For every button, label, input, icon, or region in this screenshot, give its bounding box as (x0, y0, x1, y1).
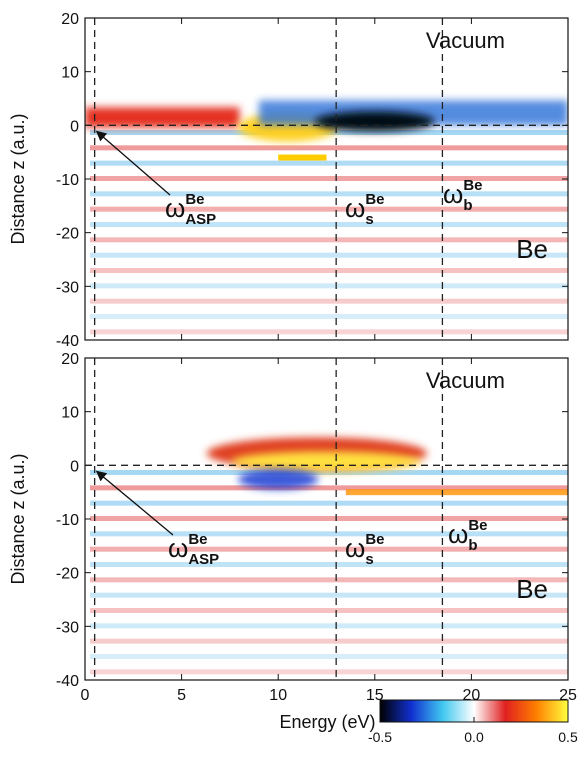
omega-symbol: ω (345, 533, 365, 563)
y-tick-label: -30 (56, 619, 79, 636)
stripe (90, 298, 568, 304)
stripe (90, 470, 568, 475)
colorbar-tick-label: 0.0 (464, 729, 484, 745)
y-tick-label: 10 (61, 65, 79, 82)
stripe (90, 176, 568, 181)
omega-label: ωBe s (345, 531, 385, 568)
y-tick-label: -20 (56, 566, 79, 583)
y-tick-label: -20 (56, 226, 79, 243)
colorbar-tick-label: 0.5 (558, 729, 578, 745)
omega-label: ωBe ASP (165, 191, 216, 228)
omega-sub: b (463, 197, 472, 214)
y-tick-label: -30 (56, 279, 79, 296)
stripe (90, 516, 568, 521)
stripe (90, 191, 568, 197)
stripe (90, 577, 568, 583)
plot-bg (85, 358, 568, 680)
x-axis-label: Energy (eV) (279, 712, 375, 732)
band (345, 489, 568, 496)
stripe (90, 669, 568, 675)
dip (314, 111, 435, 132)
stripe (90, 531, 568, 537)
x-tick-label: 15 (366, 687, 384, 704)
band (278, 154, 327, 161)
omega-sub: ASP (185, 211, 216, 228)
omega-label: ωBe s (345, 191, 385, 228)
stripe (90, 206, 568, 212)
stripe (90, 592, 568, 598)
x-tick-label: 0 (81, 687, 90, 704)
stripe (90, 222, 568, 227)
stripe (90, 237, 568, 243)
y-tick-label: -10 (56, 172, 79, 189)
stripe (90, 500, 568, 506)
annotation: Be (516, 574, 548, 604)
omega-symbol: ω (443, 179, 463, 209)
omega-sub: b (468, 537, 477, 554)
omega-label: ωBe b (443, 177, 483, 214)
stripe (90, 314, 568, 319)
omega-sub: s (365, 211, 373, 228)
y-tick-label: -40 (56, 333, 79, 350)
stripe (90, 283, 568, 289)
omega-symbol: ω (448, 519, 468, 549)
annotation: Vacuum (426, 28, 505, 53)
omega-sup: Be (463, 177, 482, 194)
arrow (95, 130, 171, 196)
y-tick-label: 20 (61, 11, 79, 28)
omega-sub: s (365, 551, 373, 568)
stripe (90, 252, 568, 258)
glow (85, 107, 240, 128)
omega-sup: Be (365, 531, 384, 548)
dip (238, 469, 319, 490)
x-tick-label: 5 (177, 687, 186, 704)
x-tick-label: 10 (269, 687, 287, 704)
omega-sup: Be (188, 531, 207, 548)
omega-symbol: ω (168, 533, 188, 563)
stripe (90, 160, 568, 166)
omega-sup: Be (365, 191, 384, 208)
arrow (95, 470, 174, 536)
stripe (90, 145, 568, 151)
y-axis-label: Distance z (a.u.) (8, 453, 28, 584)
y-tick-label: -40 (56, 673, 79, 690)
stripe (90, 485, 568, 491)
heatmap (85, 358, 568, 680)
y-tick-label: -10 (56, 512, 79, 529)
omega-symbol: ω (345, 193, 365, 223)
stripe (90, 329, 568, 335)
stripe (90, 546, 568, 552)
annotation: Vacuum (426, 368, 505, 393)
y-tick-label: 20 (61, 351, 79, 368)
omega-sup: Be (185, 191, 204, 208)
y-tick-label: 0 (70, 118, 79, 135)
stripe (90, 654, 568, 659)
y-tick-label: 0 (70, 458, 79, 475)
y-tick-label: 10 (61, 405, 79, 422)
heatmap (85, 18, 568, 340)
stripe (90, 623, 568, 629)
glow (231, 451, 422, 472)
omega-sub: ASP (188, 551, 219, 568)
y-axis-label: Distance z (a.u.) (8, 113, 28, 244)
omega-sup: Be (468, 517, 487, 534)
omega-symbol: ω (165, 193, 185, 223)
annotation: Be (516, 234, 548, 264)
stripe (90, 562, 568, 567)
omega-label: ωBe b (448, 517, 488, 554)
plot-bg (85, 18, 568, 340)
stripe (90, 638, 568, 644)
stripe (90, 268, 568, 273)
stripe (90, 608, 568, 613)
colorbar-tick-label: -0.5 (368, 729, 392, 745)
omega-label: ωBe ASP (168, 531, 219, 568)
